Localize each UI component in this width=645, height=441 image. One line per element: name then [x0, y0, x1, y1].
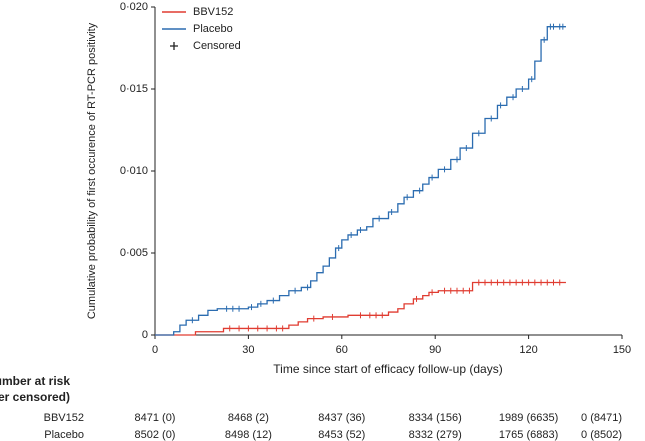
x-axis-label: Time since start of efficacy follow-up (…	[273, 362, 502, 376]
y-tick-label: 0·015	[120, 83, 148, 95]
risk-cell: 8332 (279)	[409, 429, 462, 441]
x-tick-label: 120	[519, 344, 537, 356]
km-curve	[155, 26, 566, 336]
legend-label: Placebo	[193, 23, 233, 35]
legend-swatch	[170, 42, 178, 50]
risk-cell: 8502 (0)	[135, 429, 176, 441]
risk-cell: 1765 (6883)	[499, 429, 558, 441]
km-curve	[155, 281, 566, 336]
x-tick-label: 60	[336, 344, 348, 356]
y-tick-label: 0·010	[120, 165, 148, 177]
x-tick-label: 0	[152, 344, 158, 356]
x-tick-label: 90	[429, 344, 441, 356]
legend-label: BBV152	[193, 6, 233, 18]
risk-cell: 8498 (12)	[225, 429, 272, 441]
risk-cell: 1989 (6635)	[499, 412, 558, 424]
x-tick-label: 30	[242, 344, 254, 356]
risk-cell: 8471 (0)	[135, 412, 176, 424]
risk-title: Number at risk	[0, 374, 70, 388]
risk-row-name: Placebo	[44, 429, 84, 441]
risk-cell: 0 (8471)	[581, 412, 622, 424]
risk-cell: 8334 (156)	[409, 412, 462, 424]
risk-cell: 8468 (2)	[228, 412, 269, 424]
y-axis-label: Cumulative probability of first occurenc…	[86, 22, 98, 319]
risk-cell: 0 (8502)	[581, 429, 622, 441]
y-tick-label: 0·020	[120, 1, 148, 13]
risk-row-name: BBV152	[44, 412, 84, 424]
y-tick-label: 0·005	[120, 247, 148, 259]
risk-title: (number censored)	[0, 390, 70, 404]
x-tick-label: 150	[613, 344, 631, 356]
risk-cell: 8437 (36)	[318, 412, 365, 424]
y-tick-label: 0	[142, 329, 148, 341]
risk-cell: 8453 (52)	[318, 429, 365, 441]
legend-label: Censored	[193, 40, 241, 52]
